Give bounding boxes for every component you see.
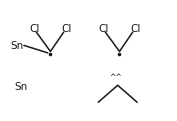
Text: Cl: Cl [130, 24, 141, 34]
Text: Cl: Cl [98, 24, 109, 34]
Text: Cl: Cl [29, 24, 40, 34]
Text: ^^: ^^ [110, 73, 122, 82]
Text: Sn: Sn [10, 41, 23, 51]
Text: Sn: Sn [15, 82, 28, 91]
Text: Cl: Cl [61, 24, 72, 34]
